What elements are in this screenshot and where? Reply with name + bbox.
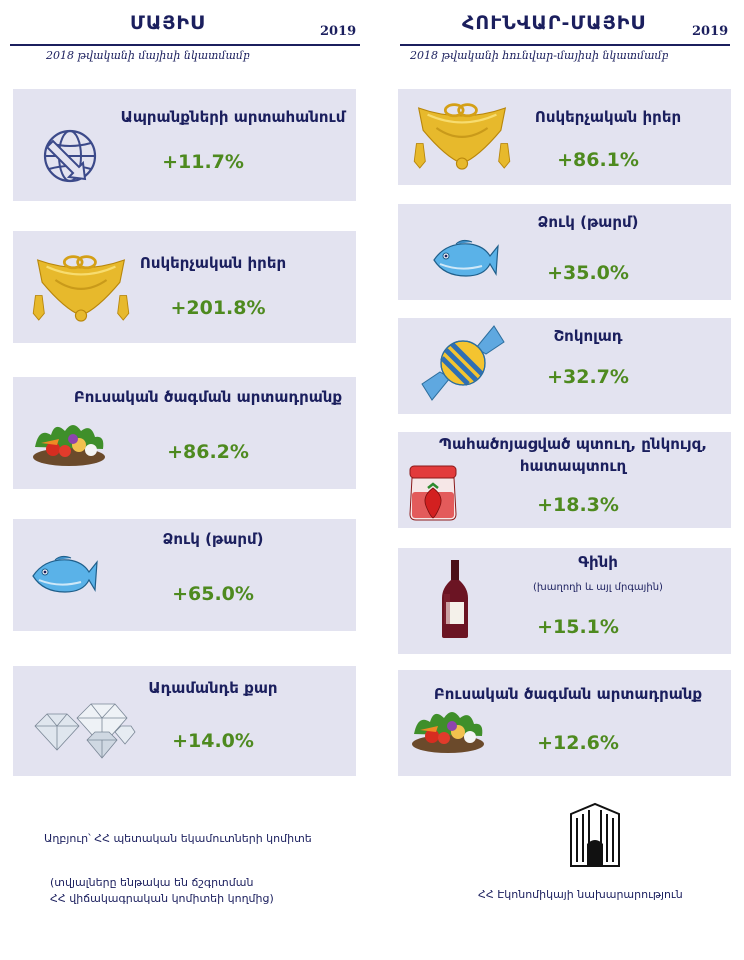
left-column-year: 2019 <box>320 24 357 39</box>
right-card-plant-value: +12.6% <box>537 732 619 754</box>
left-card-diamond-value: +14.0% <box>172 730 254 752</box>
left-card-plant-value: +86.2% <box>167 441 249 463</box>
left-card-exports-value: +11.7% <box>162 151 244 173</box>
right-column-title: ՀՈՒՆՎԱՐ-ՄԱՅԻՍ <box>462 12 646 34</box>
right-card-preserves-label: Պահածոյացված պտուղ, ընկույզ, <box>438 435 708 453</box>
right-card-plant-label: Բուսական ծագման արտադրանք <box>433 685 703 703</box>
right-card-wine-note: (խաղողի և այլ մրգային) <box>533 582 663 593</box>
right-card-fish-label: Ձուկ (թարմ) <box>537 213 639 231</box>
right-card-fish: Ձուկ (թարմ) +35.0% <box>398 204 731 300</box>
right-card-chocolate: Շոկոլադ +32.7% <box>398 318 731 414</box>
right-card-preserves: Պահածոյացված պտուղ, ընկույզ, հատապտուղ +… <box>398 432 731 528</box>
left-card-plant-label: Բուսական ծագման արտադրանք <box>73 388 343 406</box>
fish-icon <box>430 238 500 282</box>
globe-export-icon <box>43 129 97 183</box>
candy-icon <box>421 325 505 401</box>
right-card-preserves-value: +18.3% <box>537 494 619 516</box>
left-card-jewelry-label: Ոսկերչական իրեր <box>139 254 287 272</box>
right-card-plant-products: Բուսական ծագման արտադրանք +12.6% <box>398 670 731 776</box>
left-card-exports: Ապրանքների արտահանում +11.7% <box>13 89 356 201</box>
right-card-chocolate-label: Շոկոլադ <box>553 327 623 345</box>
left-card-exports-label: Ապրանքների արտահանում <box>120 108 346 126</box>
right-card-fish-value: +35.0% <box>547 262 629 284</box>
left-card-diamond-label: Ադամանդե քար <box>148 679 278 697</box>
left-card-fish-label: Ձուկ (թարմ) <box>162 530 264 548</box>
vegetables-icon <box>29 417 109 467</box>
ministry-name: ՀՀ Էկոնոմիկայի նախարարություն <box>478 888 683 901</box>
ministry-building-logo <box>570 802 620 867</box>
correction-note-line2: ՀՀ վիճակագրական կոմիտեի կողմից) <box>50 892 274 905</box>
left-header-divider <box>10 44 360 46</box>
right-card-wine-value: +15.1% <box>537 616 619 638</box>
fish-icon <box>29 554 99 598</box>
right-card-wine-label: Գինի <box>578 553 618 571</box>
right-card-jewelry: Ոսկերչական իրեր +86.1% <box>398 89 731 185</box>
left-card-jewelry-value: +201.8% <box>170 297 266 319</box>
gold-jewelry-icon <box>31 251 131 329</box>
left-card-plant-products: Բուսական ծագման արտադրանք +86.2% <box>13 377 356 489</box>
left-card-fish: Ձուկ (թարմ) +65.0% <box>13 519 356 631</box>
right-column-year: 2019 <box>692 24 729 39</box>
left-column-title: ՄԱՅԻՍ <box>130 12 205 34</box>
wine-bottle-icon <box>442 560 468 638</box>
right-header-divider <box>400 44 730 46</box>
left-card-fish-value: +65.0% <box>172 583 254 605</box>
jam-jar-icon <box>409 465 457 521</box>
left-card-jewelry: Ոսկերչական իրեր +201.8% <box>13 231 356 343</box>
diamond-icon <box>34 703 136 759</box>
source-note: Աղբյուր՝ ՀՀ պետական եկամուտների կոմիտե <box>44 832 312 845</box>
left-card-diamond: Ադամանդե քար +14.0% <box>13 666 356 776</box>
vegetables-icon <box>408 704 488 754</box>
correction-note-line1: (տվյալները ենթակա են ճշգրտման <box>50 876 254 889</box>
right-card-jewelry-label: Ոսկերչական իրեր <box>534 108 682 126</box>
right-card-chocolate-value: +32.7% <box>547 366 629 388</box>
left-column-subtitle: 2018 թվականի մայիսի նկատմամբ <box>46 49 250 62</box>
right-card-jewelry-value: +86.1% <box>557 149 639 171</box>
right-column-subtitle: 2018 թվականի հունվար-մայիսի նկատմամբ <box>410 49 669 62</box>
right-card-wine: Գինի (խաղողի և այլ մրգային) +15.1% <box>398 548 731 654</box>
right-card-preserves-label-line2: հատապտուղ <box>519 457 627 475</box>
gold-jewelry-icon <box>412 99 512 177</box>
